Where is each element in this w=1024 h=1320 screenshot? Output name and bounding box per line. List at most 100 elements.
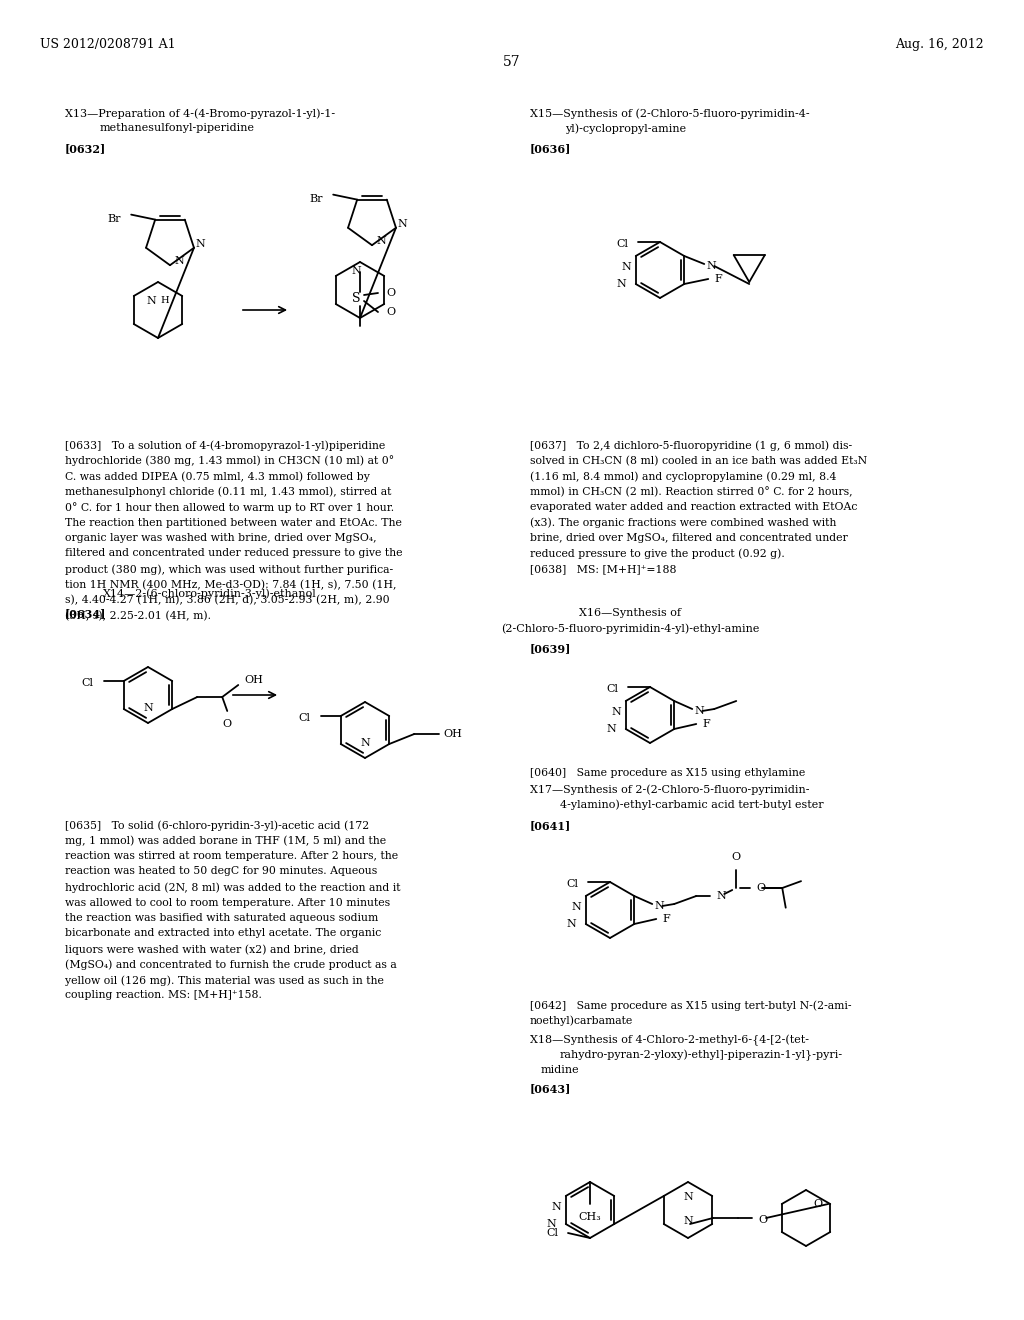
Text: O: O [222, 719, 231, 729]
Text: [0632]: [0632] [65, 143, 106, 154]
Text: [0634]: [0634] [65, 609, 106, 619]
Text: The reaction then partitioned between water and EtOAc. The: The reaction then partitioned between wa… [65, 517, 401, 528]
Text: N: N [606, 723, 615, 734]
Text: N: N [376, 236, 386, 247]
Text: [0633]   To a solution of 4-(4-bromopyrazol-1-yl)piperidine: [0633] To a solution of 4-(4-bromopyrazo… [65, 440, 385, 450]
Text: [0640]   Same procedure as X15 using ethylamine: [0640] Same procedure as X15 using ethyl… [530, 768, 805, 777]
Text: reaction was stirred at room temperature. After 2 hours, the: reaction was stirred at room temperature… [65, 851, 398, 861]
Text: N: N [654, 902, 664, 911]
Text: (3H, s), 2.25-2.01 (4H, m).: (3H, s), 2.25-2.01 (4H, m). [65, 610, 211, 620]
Text: the reaction was basified with saturated aqueous sodium: the reaction was basified with saturated… [65, 913, 378, 923]
Text: N: N [360, 738, 370, 748]
Text: organic layer was washed with brine, dried over MgSO₄,: organic layer was washed with brine, dri… [65, 533, 377, 543]
Text: yellow oil (126 mg). This material was used as such in the: yellow oil (126 mg). This material was u… [65, 975, 384, 986]
Text: O: O [732, 851, 740, 862]
Text: midine: midine [541, 1065, 580, 1074]
Text: Br: Br [309, 194, 324, 203]
Text: reduced pressure to give the product (0.92 g).: reduced pressure to give the product (0.… [530, 549, 784, 560]
Text: hydrochloride (380 mg, 1.43 mmol) in CH3CN (10 ml) at 0°: hydrochloride (380 mg, 1.43 mmol) in CH3… [65, 455, 394, 466]
Text: liquors were washed with water (x2) and brine, dried: liquors were washed with water (x2) and … [65, 944, 358, 954]
Text: O: O [758, 1214, 767, 1225]
Text: X13—Preparation of 4-(4-Bromo-pyrazol-1-yl)-1-: X13—Preparation of 4-(4-Bromo-pyrazol-1-… [65, 108, 335, 119]
Text: brine, dried over MgSO₄, filtered and concentrated under: brine, dried over MgSO₄, filtered and co… [530, 533, 848, 543]
Text: X15—Synthesis of (2-Chloro-5-fluoro-pyrimidin-4-: X15—Synthesis of (2-Chloro-5-fluoro-pyri… [530, 108, 810, 119]
Text: F: F [702, 719, 710, 729]
Text: reaction was heated to 50 degC for 90 minutes. Aqueous: reaction was heated to 50 degC for 90 mi… [65, 866, 377, 876]
Text: N: N [546, 1218, 556, 1229]
Text: [0642]   Same procedure as X15 using tert-butyl N-(2-ami-: [0642] Same procedure as X15 using tert-… [530, 1001, 852, 1011]
Text: methanesulfonyl-piperidine: methanesulfonyl-piperidine [100, 123, 255, 133]
Text: O: O [386, 288, 395, 298]
Text: N: N [196, 239, 206, 248]
Text: 4-ylamino)-ethyl-carbamic acid tert-butyl ester: 4-ylamino)-ethyl-carbamic acid tert-buty… [560, 799, 823, 809]
Text: OH: OH [245, 675, 263, 685]
Text: Cl: Cl [606, 684, 618, 694]
Text: N: N [616, 279, 626, 289]
Text: [0638]   MS: [M+H]⁺=188: [0638] MS: [M+H]⁺=188 [530, 564, 677, 574]
Text: [0643]: [0643] [530, 1082, 571, 1094]
Text: (x3). The organic fractions were combined washed with: (x3). The organic fractions were combine… [530, 517, 837, 528]
Text: S: S [352, 292, 360, 305]
Text: noethyl)carbamate: noethyl)carbamate [530, 1015, 633, 1026]
Text: N: N [571, 902, 581, 912]
Text: [0641]: [0641] [530, 820, 571, 832]
Text: X14—2-(6-chloro-pyridin-3-yl)-ethanol: X14—2-(6-chloro-pyridin-3-yl)-ethanol [103, 587, 316, 598]
Text: bicarbonate and extracted into ethyl acetate. The organic: bicarbonate and extracted into ethyl ace… [65, 928, 381, 939]
Text: mmol) in CH₃CN (2 ml). Reaction stirred 0° C. for 2 hours,: mmol) in CH₃CN (2 ml). Reaction stirred … [530, 487, 853, 498]
Text: [0639]: [0639] [530, 643, 571, 653]
Text: [0635]   To solid (6-chloro-pyridin-3-yl)-acetic acid (172: [0635] To solid (6-chloro-pyridin-3-yl)-… [65, 820, 370, 830]
Text: N: N [551, 1203, 561, 1212]
Text: N: N [694, 706, 703, 715]
Text: O: O [813, 1199, 822, 1209]
Text: [0636]: [0636] [530, 143, 571, 154]
Text: Aug. 16, 2012: Aug. 16, 2012 [895, 38, 984, 51]
Text: was allowed to cool to room temperature. After 10 minutes: was allowed to cool to room temperature.… [65, 898, 390, 908]
Text: Cl: Cl [616, 239, 628, 249]
Text: product (380 mg), which was used without further purifica-: product (380 mg), which was used without… [65, 564, 393, 574]
Text: X17—Synthesis of 2-(2-Chloro-5-fluoro-pyrimidin-: X17—Synthesis of 2-(2-Chloro-5-fluoro-py… [530, 784, 810, 795]
Text: Cl: Cl [546, 1228, 558, 1238]
Text: US 2012/0208791 A1: US 2012/0208791 A1 [40, 38, 176, 51]
Text: N: N [611, 708, 621, 717]
Text: evaporated water added and reaction extracted with EtOAc: evaporated water added and reaction extr… [530, 502, 857, 512]
Text: N: N [174, 256, 183, 267]
Text: O: O [757, 883, 765, 894]
Text: N: N [707, 261, 716, 271]
Text: Cl: Cl [299, 713, 310, 723]
Text: tion 1H NMR (400 MHz, Me-d3-OD): 7.84 (1H, s), 7.50 (1H,: tion 1H NMR (400 MHz, Me-d3-OD): 7.84 (1… [65, 579, 396, 590]
Text: hydrochloric acid (2N, 8 ml) was added to the reaction and it: hydrochloric acid (2N, 8 ml) was added t… [65, 882, 400, 892]
Text: (1.16 ml, 8.4 mmol) and cyclopropylamine (0.29 ml, 8.4: (1.16 ml, 8.4 mmol) and cyclopropylamine… [530, 471, 837, 482]
Text: rahydro-pyran-2-yloxy)-ethyl]-piperazin-1-yl}-pyri-: rahydro-pyran-2-yloxy)-ethyl]-piperazin-… [560, 1049, 843, 1061]
Text: OH: OH [443, 729, 462, 739]
Text: F: F [715, 275, 722, 284]
Text: N: N [566, 919, 575, 929]
Text: CH₃: CH₃ [579, 1212, 601, 1222]
Text: filtered and concentrated under reduced pressure to give the: filtered and concentrated under reduced … [65, 549, 402, 558]
Text: solved in CH₃CN (8 ml) cooled in an ice bath was added Et₃N: solved in CH₃CN (8 ml) cooled in an ice … [530, 455, 867, 466]
Text: coupling reaction. MS: [M+H]⁺158.: coupling reaction. MS: [M+H]⁺158. [65, 990, 262, 1001]
Text: X18—Synthesis of 4-Chloro-2-methyl-6-{4-[2-(tet-: X18—Synthesis of 4-Chloro-2-methyl-6-{4-… [530, 1035, 809, 1047]
Text: 57: 57 [503, 55, 521, 69]
Text: C. was added DIPEA (0.75 mlml, 4.3 mmol) followed by: C. was added DIPEA (0.75 mlml, 4.3 mmol)… [65, 471, 370, 482]
Text: (2-Chloro-5-fluoro-pyrimidin-4-yl)-ethyl-amine: (2-Chloro-5-fluoro-pyrimidin-4-yl)-ethyl… [501, 623, 759, 634]
Text: mg, 1 mmol) was added borane in THF (1M, 5 ml) and the: mg, 1 mmol) was added borane in THF (1M,… [65, 836, 386, 846]
Text: N: N [683, 1216, 693, 1226]
Text: X16—Synthesis of: X16—Synthesis of [579, 609, 681, 618]
Text: H: H [160, 296, 169, 305]
Text: N: N [351, 267, 360, 276]
Text: yl)-cyclopropyl-amine: yl)-cyclopropyl-amine [565, 123, 686, 133]
Text: Br: Br [108, 214, 121, 223]
Text: N: N [146, 296, 156, 306]
Text: Cl: Cl [82, 678, 94, 688]
Text: 0° C. for 1 hour then allowed to warm up to RT over 1 hour.: 0° C. for 1 hour then allowed to warm up… [65, 502, 394, 513]
Text: N: N [683, 1192, 693, 1203]
Text: F: F [663, 913, 670, 924]
Text: O: O [386, 308, 395, 317]
Text: N: N [621, 261, 631, 272]
Text: N: N [143, 704, 153, 713]
Text: N: N [398, 219, 408, 228]
Text: [0637]   To 2,4 dichloro-5-fluoropyridine (1 g, 6 mmol) dis-: [0637] To 2,4 dichloro-5-fluoropyridine … [530, 440, 852, 450]
Text: s), 4.40-4.27 (1H, m), 3.86 (2H, d), 3.05-2.93 (2H, m), 2.90: s), 4.40-4.27 (1H, m), 3.86 (2H, d), 3.0… [65, 595, 389, 606]
Text: (MgSO₄) and concentrated to furnish the crude product as a: (MgSO₄) and concentrated to furnish the … [65, 960, 396, 970]
Text: N: N [716, 891, 726, 902]
